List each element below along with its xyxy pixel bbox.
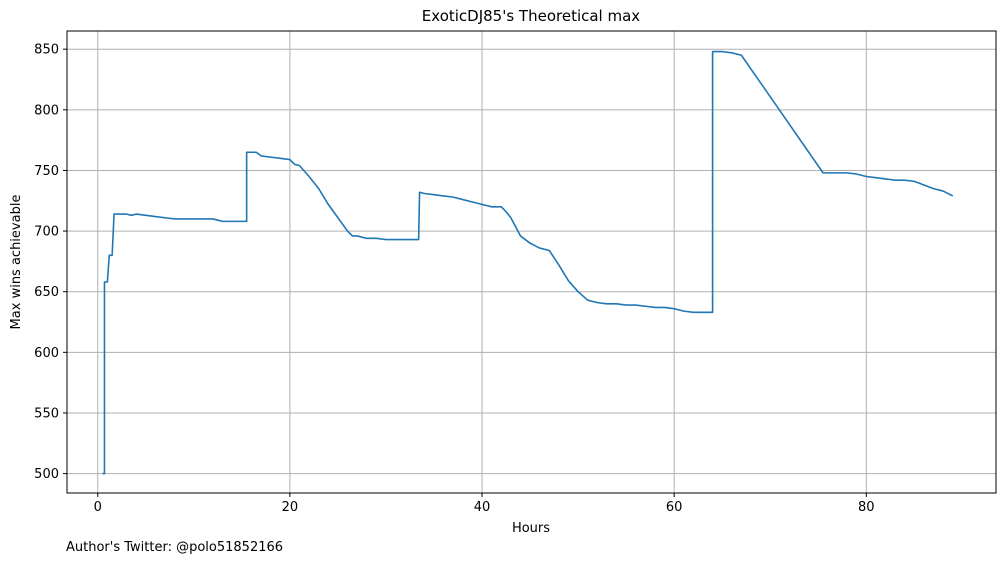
series-line (102, 50, 954, 475)
axis-ticks: 0 20 40 60 80 500 550 600 650 700 750 800 850 (34, 43, 874, 515)
x-tick-label: 0 (94, 500, 102, 515)
y-axis-label: Max wins achievable (9, 195, 24, 330)
x-tick-label: 80 (858, 500, 875, 515)
x-tick-label: 40 (474, 500, 491, 515)
y-tick-label: 800 (34, 103, 59, 118)
grid-lines (67, 31, 996, 493)
x-axis-label: Hours (512, 521, 550, 536)
plot-frame (66, 30, 997, 494)
x-tick-label: 20 (282, 500, 299, 515)
y-tick-label: 650 (34, 285, 59, 300)
y-tick-label: 850 (34, 43, 59, 58)
y-tick-label: 550 (34, 406, 59, 421)
x-tick-label: 60 (666, 500, 683, 515)
y-tick-label: 750 (34, 164, 59, 179)
y-tick-label: 600 (34, 346, 59, 361)
chart-title: ExoticDJ85's Theoretical max (422, 7, 641, 25)
author-twitter-note: Author's Twitter: @polo51852166 (66, 540, 283, 555)
y-tick-label: 500 (34, 467, 59, 482)
y-tick-label: 700 (34, 225, 59, 240)
